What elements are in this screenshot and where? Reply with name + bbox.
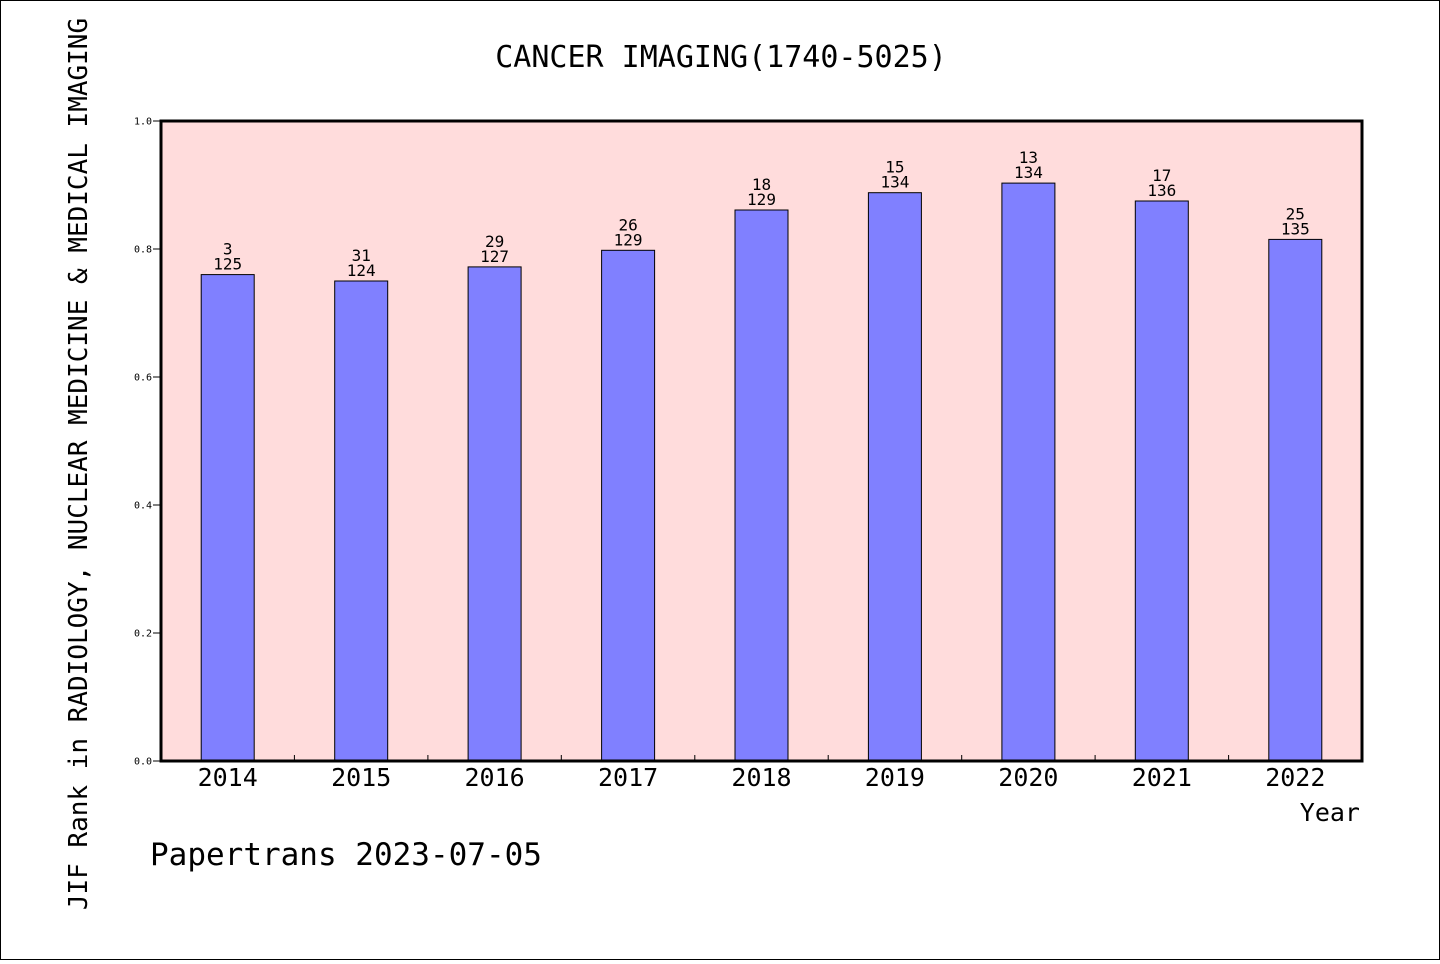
bar-rank-label-2014: 3 xyxy=(223,240,233,259)
bar-total-label-2014: 125 xyxy=(213,255,242,274)
y-tick-label-0.2: 0.2 xyxy=(134,629,152,640)
x-tick-label-2019: 2019 xyxy=(865,763,925,792)
bar-2017 xyxy=(601,249,656,762)
bar-total-label-2019: 134 xyxy=(880,173,909,192)
footer-credit: Papertrans 2023-07-05 xyxy=(150,837,542,873)
bar-total-label-2018: 129 xyxy=(747,190,776,209)
y-tick-label-1.0: 1.0 xyxy=(134,117,152,128)
x-tick-label-2015: 2015 xyxy=(331,763,391,792)
bar-rank-label-2019: 15 xyxy=(885,158,904,177)
bar-rank-label-2016: 29 xyxy=(485,232,504,251)
x-tick-label-2016: 2016 xyxy=(464,763,524,792)
bar-2022 xyxy=(1268,238,1323,762)
x-axis-ticks: 2014 2015 2016 2017 2018 2019 2020 2021 2022 xyxy=(198,755,1325,792)
x-tick-label-2021: 2021 xyxy=(1132,763,1192,792)
bar-total-label-2020: 134 xyxy=(1014,163,1043,182)
bar-2021 xyxy=(1134,200,1189,762)
bar-2019 xyxy=(867,192,922,762)
bar-rank-label-2018: 18 xyxy=(752,175,771,194)
y-tick-label-0.6: 0.6 xyxy=(134,373,152,384)
bar-rank-label-2020: 13 xyxy=(1019,148,1038,167)
y-axis-label: JIF Rank in RADIOLOGY, NUCLEAR MEDICINE … xyxy=(64,18,94,910)
x-tick-label-2014: 2014 xyxy=(198,763,258,792)
bars xyxy=(200,182,1323,762)
y-tick-label-0.4: 0.4 xyxy=(134,501,152,512)
bar-2018 xyxy=(734,209,789,762)
bar-2020 xyxy=(1001,182,1056,762)
x-tick-label-2017: 2017 xyxy=(598,763,658,792)
y-tick-label-0.0: 0.0 xyxy=(134,757,152,768)
x-tick-label-2018: 2018 xyxy=(731,763,791,792)
bar-total-label-2015: 124 xyxy=(347,261,376,280)
chart-title: CANCER IMAGING(1740-5025) xyxy=(495,40,947,75)
bar-2015 xyxy=(334,280,389,762)
bar-2016 xyxy=(467,266,522,762)
y-axis-ticks: 0.0 0.2 0.4 0.6 0.8 1.0 xyxy=(134,117,161,768)
plot-border xyxy=(159,119,1364,763)
bar-total-label-2016: 127 xyxy=(480,247,509,266)
bar-total-label-2022: 135 xyxy=(1281,219,1310,238)
bar-rank-label-2022: 25 xyxy=(1286,204,1305,223)
bar-total-label-2021: 136 xyxy=(1147,181,1176,200)
y-tick-label-0.8: 0.8 xyxy=(134,245,152,256)
x-tick-label-2022: 2022 xyxy=(1265,763,1325,792)
bar-rank-label-2015: 31 xyxy=(352,246,371,265)
bar-2014 xyxy=(200,274,255,762)
bar-rank-label-2021: 17 xyxy=(1152,166,1171,185)
x-tick-label-2020: 2020 xyxy=(998,763,1058,792)
x-axis-label: Year xyxy=(1300,798,1360,827)
bar-rank-label-2017: 26 xyxy=(618,215,637,234)
bar-total-label-2017: 129 xyxy=(614,230,643,249)
